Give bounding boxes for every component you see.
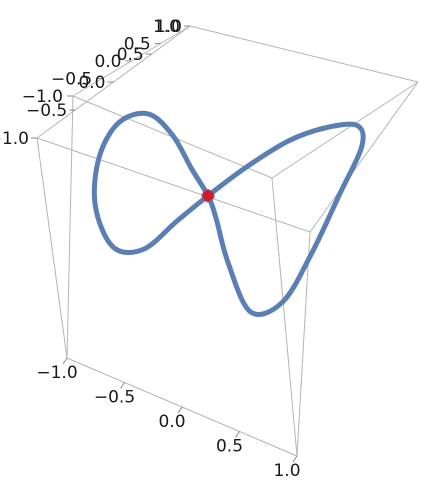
x-tick-mark: [62, 357, 68, 365]
box-edge-3: [36, 137, 311, 233]
bounding-box: [36, 25, 419, 457]
x-tick-mark: [177, 406, 183, 414]
z-tick-label: −1.0: [0, 129, 29, 149]
y-tick-label: −1.0: [22, 87, 63, 107]
y-tick-label: 0.0: [94, 52, 121, 72]
box-edge-1: [36, 137, 68, 359]
axis-ticks: [31, 25, 298, 463]
box-edge-5: [271, 177, 298, 457]
z-tick-label: 0.0: [78, 73, 105, 93]
box-edge-2: [296, 231, 311, 457]
z-tick-label: 1.0: [155, 17, 182, 37]
x-tick-mark: [120, 382, 125, 389]
x-tick-label: −1.0: [36, 363, 77, 383]
x-tick-label: 1.0: [273, 461, 300, 481]
x-tick-label: −0.5: [94, 388, 135, 408]
box-edge-4: [66, 95, 74, 359]
y-tick-label: 0.5: [124, 35, 151, 55]
y-tick-label: −0.5: [51, 70, 92, 90]
tick-labels: −1.0−0.50.00.51.0−1.0−0.50.00.51.0−1.0−0…: [0, 17, 301, 481]
box-edge-9: [309, 81, 419, 233]
x-tick-label: 0.0: [158, 412, 185, 432]
box-edge-10: [271, 81, 419, 179]
series-curve-0: [91, 110, 366, 317]
x-tick-mark: [235, 431, 240, 438]
curve-layer: [91, 110, 366, 317]
x-tick-mark: [292, 455, 298, 463]
z-tick-label: −0.5: [26, 101, 67, 121]
highlight-point: [201, 189, 215, 203]
box-edge-11: [189, 25, 419, 83]
z-tick-label: 0.5: [117, 45, 144, 65]
x-tick-label: 0.5: [216, 437, 243, 457]
y-tick-label: 1.0: [153, 17, 180, 37]
